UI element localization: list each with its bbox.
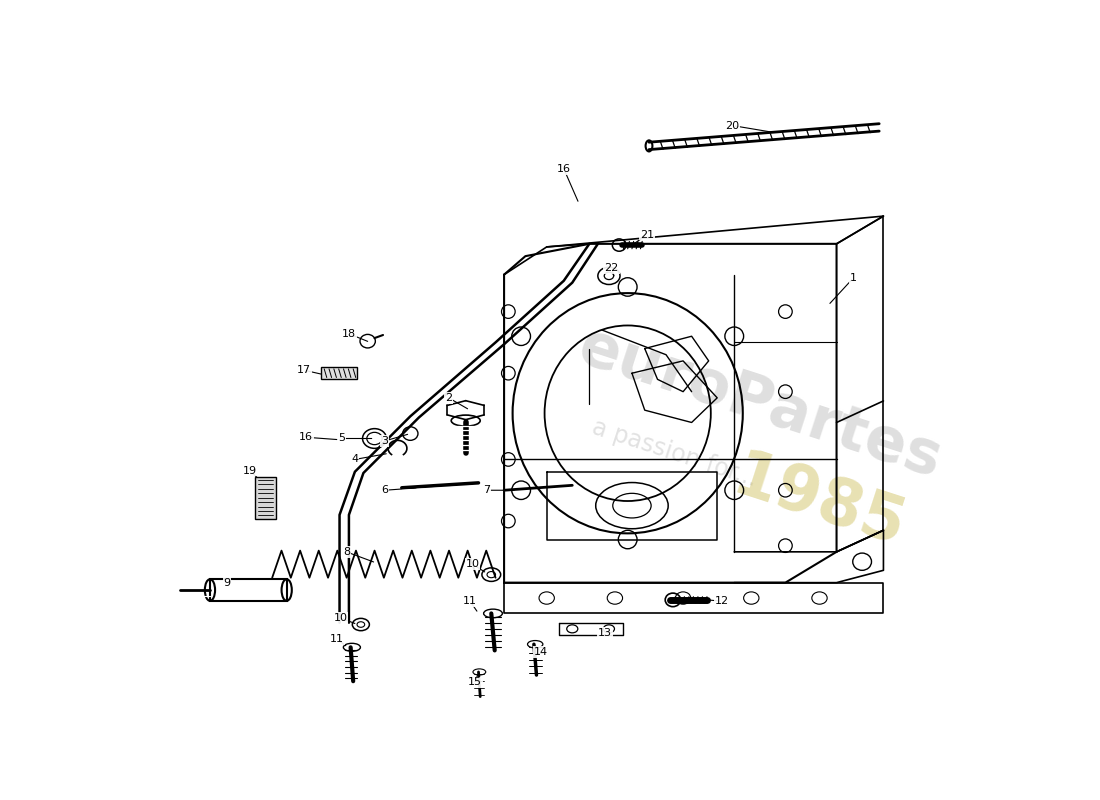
Text: 1: 1 <box>850 273 857 282</box>
Text: 3: 3 <box>382 436 388 446</box>
Text: 8: 8 <box>343 547 350 557</box>
Bar <box>255 477 276 518</box>
Bar <box>321 367 356 379</box>
Text: 10: 10 <box>465 559 480 569</box>
Text: 7: 7 <box>484 486 491 495</box>
Text: 15: 15 <box>469 678 482 687</box>
Text: 18: 18 <box>342 329 356 338</box>
Text: 6: 6 <box>382 486 388 495</box>
Bar <box>210 579 287 601</box>
Text: 9: 9 <box>223 578 231 588</box>
Text: 22: 22 <box>604 263 618 274</box>
Text: 16: 16 <box>299 432 314 442</box>
Text: 19: 19 <box>243 466 257 475</box>
Text: 14: 14 <box>534 646 548 657</box>
Text: 10: 10 <box>333 613 348 622</box>
Text: 1985: 1985 <box>725 446 914 559</box>
Text: 4: 4 <box>351 454 359 465</box>
Text: 13: 13 <box>597 628 612 638</box>
Text: 5: 5 <box>339 434 345 443</box>
Text: 2: 2 <box>446 393 452 403</box>
Text: 16: 16 <box>557 164 571 174</box>
Text: 11: 11 <box>330 634 344 644</box>
Text: 20: 20 <box>726 121 739 130</box>
Text: 11: 11 <box>463 596 477 606</box>
Text: a passion for...: a passion for... <box>590 415 760 491</box>
Text: 21: 21 <box>640 230 654 240</box>
Text: 17: 17 <box>297 365 311 375</box>
Text: 12: 12 <box>714 596 728 606</box>
Text: euroPartes: euroPartes <box>571 318 949 490</box>
